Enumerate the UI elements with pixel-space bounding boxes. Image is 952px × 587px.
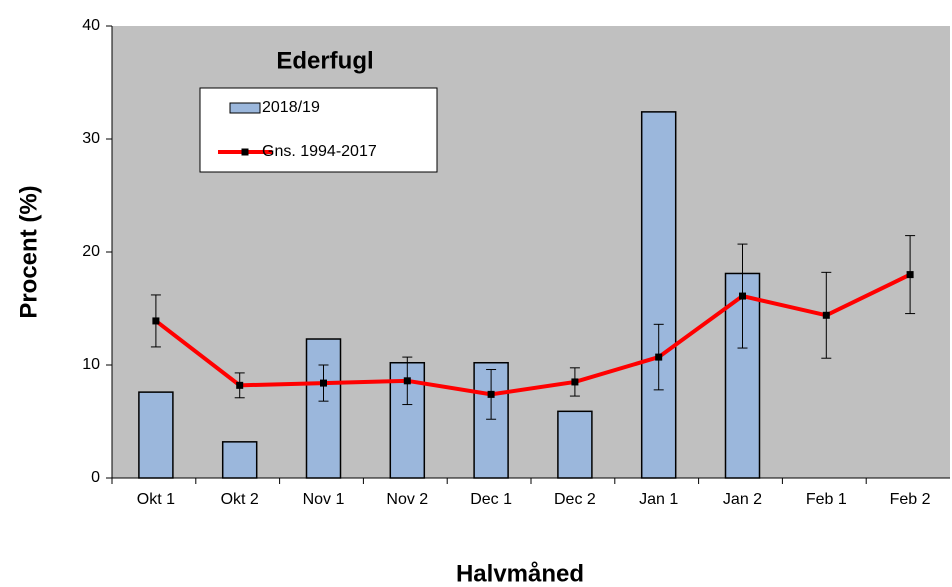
marker xyxy=(906,271,914,279)
x-tick-label: Jan 1 xyxy=(639,491,678,508)
x-tick-label: Dec 2 xyxy=(554,491,596,508)
y-tick-label: 30 xyxy=(82,130,100,147)
bar xyxy=(640,111,677,479)
marker xyxy=(822,311,830,319)
bar xyxy=(305,338,342,479)
marker xyxy=(571,378,579,386)
bar xyxy=(557,410,593,479)
bar xyxy=(138,391,174,479)
line xyxy=(154,272,911,397)
bar xyxy=(724,272,761,479)
x-tick-label: Nov 1 xyxy=(303,491,345,508)
x-tick-label: Jan 2 xyxy=(723,491,762,508)
marker xyxy=(320,379,327,387)
legend-swatch xyxy=(229,102,261,114)
y-tick-label: 40 xyxy=(82,17,100,34)
bar xyxy=(221,441,258,479)
x-tick-label: Nov 2 xyxy=(386,491,428,508)
x-tick-label: Dec 1 xyxy=(470,491,512,508)
marker xyxy=(152,317,160,325)
x-tick-label: Feb 1 xyxy=(806,491,847,508)
y-axis-label: Procent (%) xyxy=(15,185,42,318)
marker xyxy=(487,390,495,398)
marker xyxy=(739,292,746,300)
legend xyxy=(199,87,438,173)
legend-label: Gns. 1994-2017 xyxy=(262,143,377,160)
y-tick-label: 10 xyxy=(82,356,100,373)
legend-label: 2018/19 xyxy=(262,99,320,116)
marker xyxy=(236,381,244,389)
marker xyxy=(655,353,663,361)
y-tick-label: 0 xyxy=(91,469,100,486)
marker xyxy=(403,377,411,385)
x-axis-label: Halvmåned xyxy=(456,560,584,587)
x-tick-label: Feb 2 xyxy=(890,491,931,508)
legend-marker xyxy=(241,148,249,156)
x-tick-label: Okt 2 xyxy=(221,491,259,508)
x-tick-label: Okt 1 xyxy=(137,491,175,508)
chart-title: Ederfugl xyxy=(276,47,373,74)
y-tick-label: 20 xyxy=(82,243,100,260)
